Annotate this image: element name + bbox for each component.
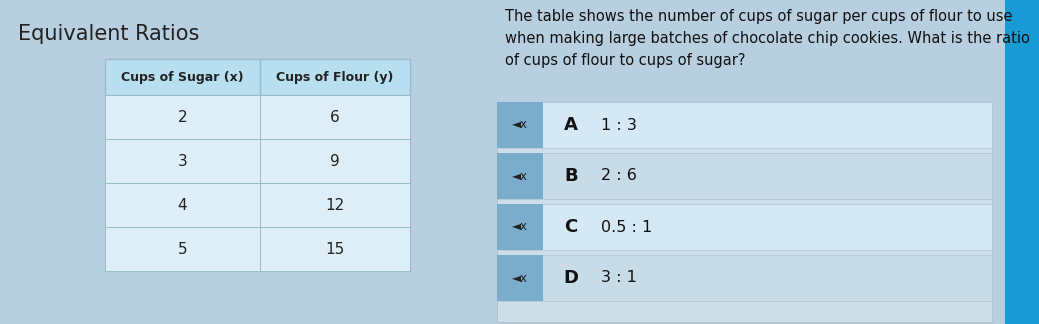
FancyBboxPatch shape: [497, 153, 992, 199]
FancyBboxPatch shape: [497, 153, 543, 199]
Text: 3: 3: [178, 154, 187, 168]
Text: ◄x: ◄x: [512, 119, 528, 132]
Text: 6: 6: [330, 110, 340, 124]
Text: 3 : 1: 3 : 1: [601, 271, 637, 285]
FancyBboxPatch shape: [260, 139, 410, 183]
FancyBboxPatch shape: [497, 102, 992, 148]
FancyBboxPatch shape: [105, 59, 410, 95]
FancyBboxPatch shape: [260, 227, 410, 271]
Text: 15: 15: [325, 241, 345, 257]
FancyBboxPatch shape: [497, 204, 992, 250]
FancyBboxPatch shape: [105, 95, 260, 139]
Text: C: C: [564, 218, 578, 236]
Text: 2 : 6: 2 : 6: [601, 168, 637, 183]
Text: 0.5 : 1: 0.5 : 1: [601, 219, 652, 235]
Text: Equivalent Ratios: Equivalent Ratios: [18, 24, 199, 44]
Text: 12: 12: [325, 198, 345, 213]
Text: D: D: [563, 269, 579, 287]
FancyBboxPatch shape: [260, 183, 410, 227]
Text: 5: 5: [178, 241, 187, 257]
FancyBboxPatch shape: [105, 227, 260, 271]
Text: Cups of Sugar (x): Cups of Sugar (x): [122, 71, 244, 84]
Text: The table shows the number of cups of sugar per cups of flour to use
when making: The table shows the number of cups of su…: [505, 9, 1030, 68]
FancyBboxPatch shape: [497, 102, 992, 322]
Text: A: A: [564, 116, 578, 134]
FancyBboxPatch shape: [497, 204, 543, 250]
Text: 1 : 3: 1 : 3: [601, 118, 637, 133]
Text: B: B: [564, 167, 578, 185]
FancyBboxPatch shape: [497, 102, 543, 148]
FancyBboxPatch shape: [105, 139, 260, 183]
FancyBboxPatch shape: [260, 95, 410, 139]
FancyBboxPatch shape: [1005, 0, 1039, 324]
Text: 9: 9: [330, 154, 340, 168]
Text: ◄x: ◄x: [512, 272, 528, 284]
Text: 4: 4: [178, 198, 187, 213]
Text: ◄x: ◄x: [512, 169, 528, 182]
FancyBboxPatch shape: [105, 183, 260, 227]
FancyBboxPatch shape: [497, 255, 992, 301]
FancyBboxPatch shape: [497, 255, 543, 301]
Text: ◄x: ◄x: [512, 221, 528, 234]
Text: Cups of Flour (y): Cups of Flour (y): [276, 71, 394, 84]
Text: 2: 2: [178, 110, 187, 124]
